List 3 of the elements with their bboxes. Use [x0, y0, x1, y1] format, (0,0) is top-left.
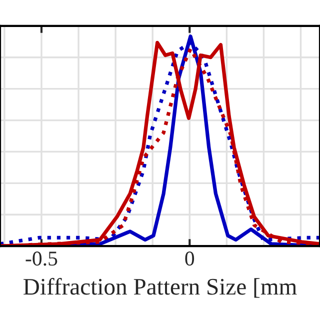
x-tick-label: 0: [185, 252, 194, 266]
x-tick-label: -0.5: [26, 252, 58, 266]
x-axis-title: Diffraction Pattern Size [mm: [24, 278, 297, 298]
